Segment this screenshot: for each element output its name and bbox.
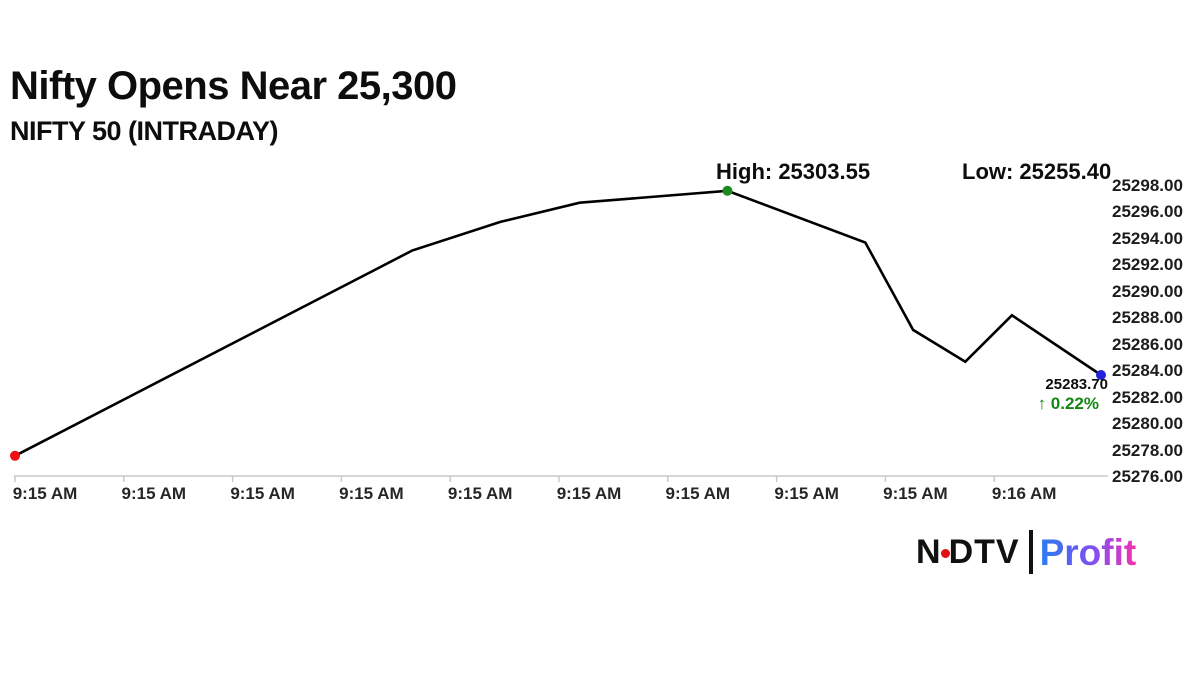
y-tick-label: 25292.00	[1112, 255, 1183, 274]
page-title: Nifty Opens Near 25,300	[10, 64, 457, 108]
red-dot-icon	[940, 548, 950, 558]
x-tick-label: 9:15 AM	[883, 484, 948, 503]
high-marker-icon	[722, 185, 733, 196]
x-tick-label: 9:15 AM	[447, 484, 513, 503]
x-tick-label: 9:15 AM	[230, 484, 295, 503]
price-line	[13, 189, 1103, 458]
chart-subtitle: NIFTY 50 (INTRADAY)	[10, 116, 279, 146]
y-tick-label: 25290.00	[1112, 281, 1183, 301]
x-tick-label: 9:15 AM	[121, 484, 187, 503]
y-tick-label: 25284.00	[1112, 361, 1183, 380]
high-annotation: High: 25303.55	[716, 159, 871, 184]
y-tick-label: 25286.00	[1112, 334, 1183, 354]
y-tick-label: 25278.00	[1112, 440, 1183, 460]
y-tick-label: 25294.00	[1112, 228, 1183, 248]
y-tick-label: 25282.00	[1112, 387, 1183, 407]
x-tick-label: 9:15 AM	[556, 484, 622, 503]
x-tick-label: 9:15 AM	[339, 484, 404, 503]
ndtv-profit-logo: N DTV Profit	[916, 528, 1136, 576]
x-tick-label: 9:15 AM	[12, 484, 78, 503]
change-percent-label: ↑ 0.22%	[1037, 394, 1099, 413]
y-tick-label: 25296.00	[1112, 202, 1183, 221]
last-marker-icon	[1096, 369, 1106, 380]
x-tick-label: 9:15 AM	[774, 484, 839, 503]
y-tick-label: 25288.00	[1112, 308, 1183, 327]
low-annotation: Low: 25255.40	[962, 159, 1112, 184]
profit-logo-text: Profit	[1039, 531, 1137, 573]
y-tick-label: 25298.00	[1112, 175, 1183, 195]
x-tick-label: 9:15 AM	[665, 484, 731, 503]
last-price-label: 25283.70	[1045, 376, 1108, 393]
y-tick-label: 25280.00	[1112, 414, 1183, 433]
ndtv-logo-text: N DTV	[916, 533, 1020, 571]
open-marker-icon	[10, 450, 20, 461]
x-tick-label: 9:16 AM	[991, 484, 1057, 503]
y-tick-label: 25276.00	[1112, 467, 1183, 486]
logo-divider	[1028, 530, 1033, 574]
